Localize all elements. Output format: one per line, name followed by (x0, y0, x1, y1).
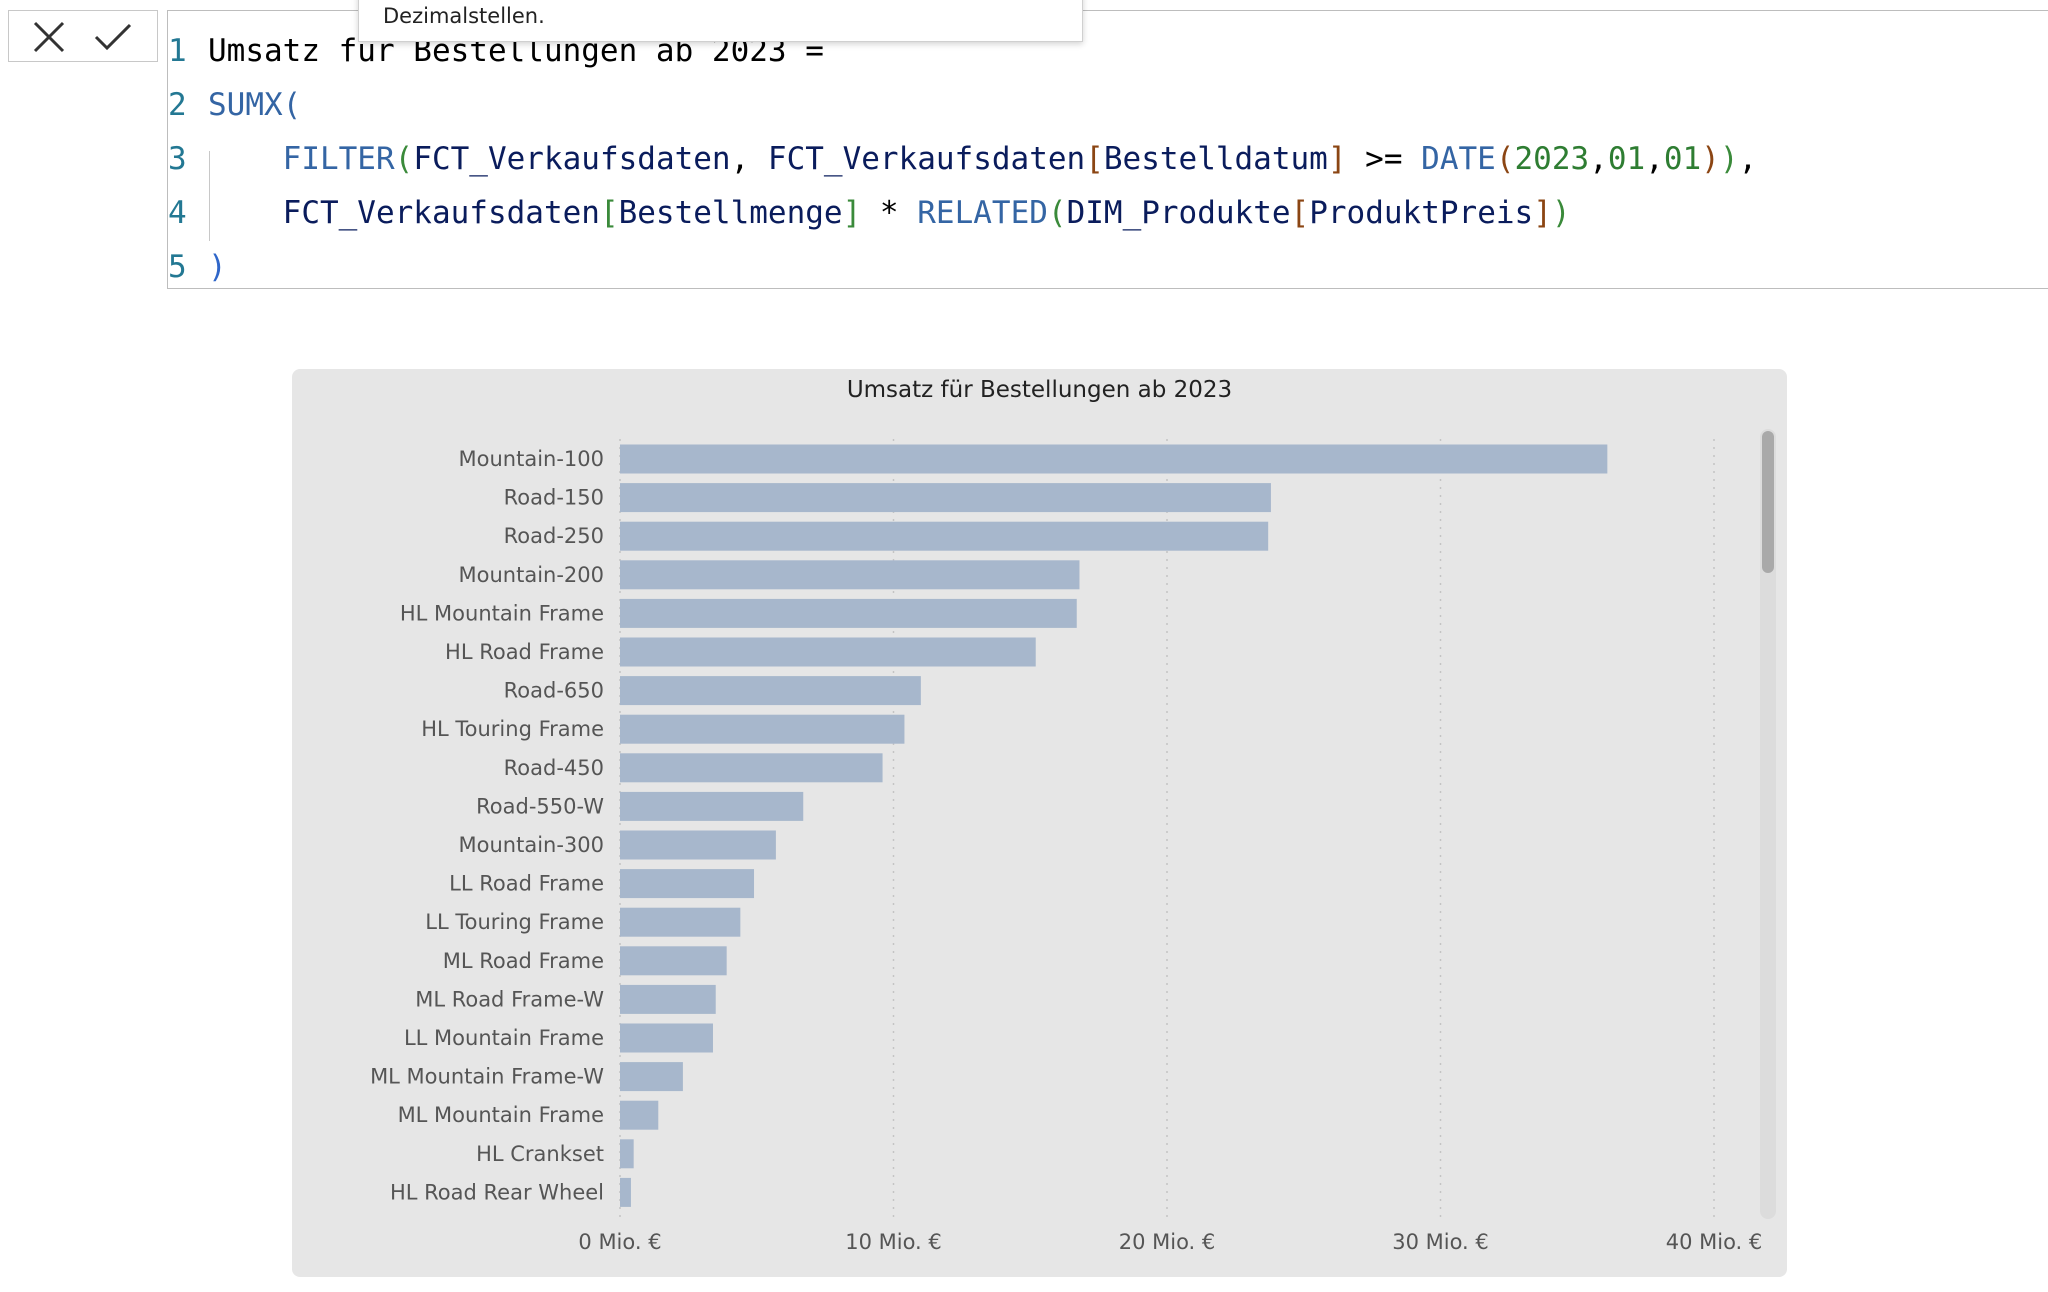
bar (620, 830, 776, 860)
category-label: LL Mountain Frame (404, 1026, 604, 1050)
bar (620, 946, 727, 976)
bar (620, 907, 741, 937)
formula-commit-box (8, 10, 158, 62)
confirm-button[interactable] (81, 11, 141, 61)
bar (620, 984, 716, 1014)
category-label: ML Mountain Frame (398, 1103, 604, 1127)
bar (620, 714, 905, 744)
indent-guide (209, 151, 210, 241)
category-label: LL Touring Frame (425, 910, 604, 934)
bar (620, 791, 804, 821)
bar (620, 1100, 659, 1130)
x-tick-label: 40 Mio. € (1666, 1230, 1763, 1254)
bar (620, 1177, 631, 1207)
bar (620, 483, 1271, 513)
category-label: Road-550-W (476, 794, 604, 818)
bar (620, 1023, 713, 1053)
chart-title: Umsatz für Bestellungen ab 2023 (846, 377, 1233, 403)
x-tick-label: 30 Mio. € (1392, 1230, 1489, 1254)
x-tick-label: 20 Mio. € (1119, 1230, 1216, 1254)
category-label: LL Road Frame (449, 872, 604, 896)
formula-editor[interactable]: 1 Umsatz für Bestellungen ab 2023 = 2 SUMX(… (167, 10, 2048, 289)
line-number: 3 (168, 141, 187, 177)
code-text: ) (208, 249, 227, 285)
chart-scrollbar[interactable] (1760, 429, 1776, 1219)
bar (620, 676, 921, 706)
x-tick-label: 10 Mio. € (845, 1230, 942, 1254)
category-label: Mountain-100 (459, 447, 605, 471)
line-number: 2 (168, 87, 187, 123)
chart-scrollbar-thumb[interactable] (1762, 431, 1774, 573)
line-number: 5 (168, 249, 187, 285)
code-text: SUMX( (208, 87, 302, 123)
code-text: FCT_Verkaufsdaten[Bestellmenge] * RELATE… (282, 195, 1571, 231)
bar (620, 444, 1608, 474)
category-label: ML Road Frame (443, 949, 604, 973)
x-tick-label: 0 Mio. € (578, 1230, 661, 1254)
category-label: Mountain-200 (459, 563, 605, 587)
category-label: Road-450 (504, 756, 604, 780)
line-number: 1 (168, 33, 187, 69)
category-label: HL Road Frame (445, 640, 604, 664)
bar (620, 1062, 683, 1092)
bar (620, 637, 1036, 667)
category-label: ML Mountain Frame-W (370, 1065, 604, 1089)
check-icon (94, 23, 132, 51)
category-label: Mountain-300 (459, 833, 605, 857)
category-label: HL Touring Frame (421, 717, 604, 741)
category-label: HL Crankset (476, 1142, 604, 1166)
category-label: ML Road Frame-W (415, 987, 604, 1011)
tooltip-text: Dezimalstellen. (383, 4, 545, 28)
formula-tooltip: Dezimalstellen. (358, 0, 1083, 42)
bar (620, 753, 883, 783)
bar (620, 869, 755, 899)
code-text: FILTER(FCT_Verkaufsdaten, FCT_Verkaufsda… (282, 141, 1758, 177)
bar (620, 521, 1269, 551)
bar (620, 560, 1080, 590)
cancel-button[interactable] (19, 11, 79, 61)
bar-chart-visual[interactable]: Umsatz für Bestellungen ab 2023 0 Mio. €… (292, 369, 1787, 1277)
bar (620, 1139, 634, 1169)
bar-chart: 0 Mio. € 10 Mio. € 20 Mio. € 30 Mio. € 40 Mi… (370, 439, 1763, 1254)
category-label: HL Road Rear Wheel (390, 1180, 604, 1204)
category-label: Road-250 (504, 524, 604, 548)
category-label: Road-650 (504, 679, 604, 703)
bar (620, 598, 1077, 628)
line-number: 4 (168, 195, 187, 231)
close-icon (33, 21, 65, 53)
category-label: HL Mountain Frame (400, 601, 604, 625)
category-label: Road-150 (504, 486, 604, 510)
